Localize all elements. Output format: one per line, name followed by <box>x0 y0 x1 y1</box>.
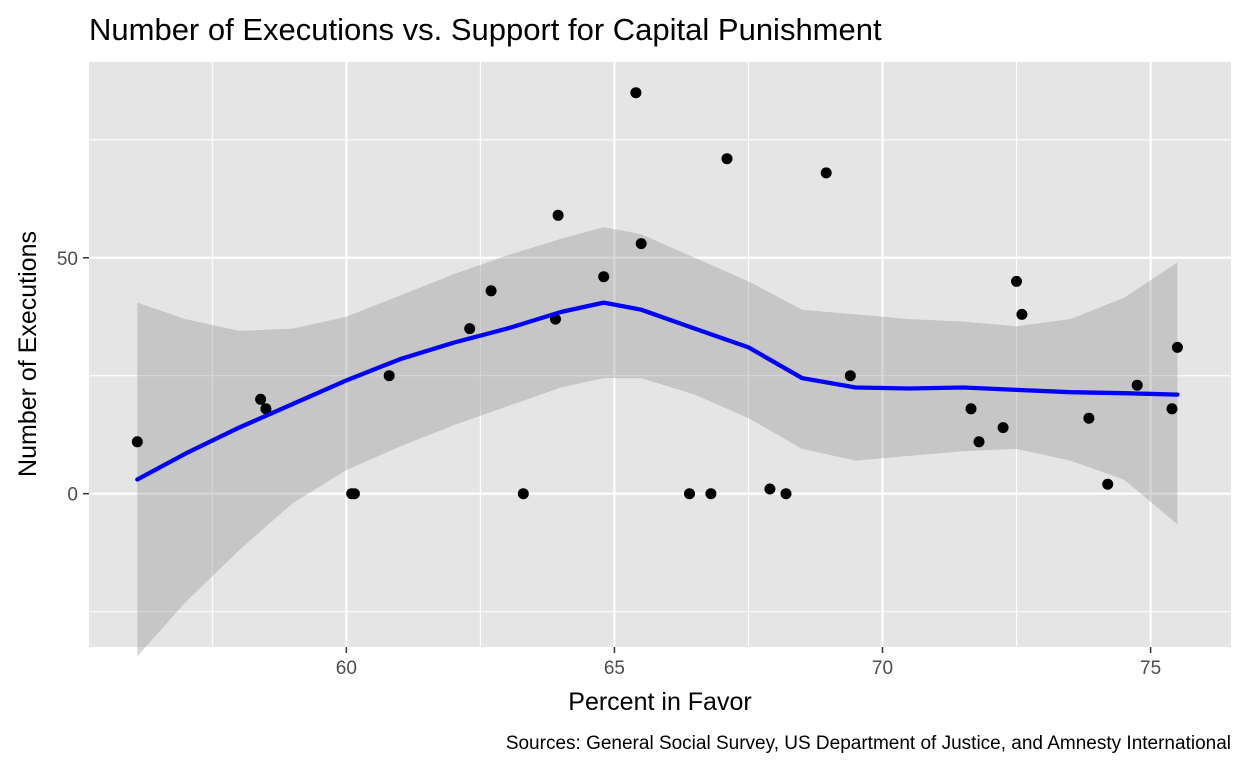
data-point <box>844 370 856 382</box>
data-point <box>598 271 610 283</box>
confidence-band-layer <box>137 227 1178 657</box>
data-point <box>965 403 977 415</box>
data-point <box>635 238 647 250</box>
data-point <box>997 422 1009 434</box>
x-tick-label: 75 <box>1140 658 1161 679</box>
confidence-band <box>137 227 1178 657</box>
x-tick-label: 65 <box>604 658 625 679</box>
data-point <box>684 488 695 500</box>
data-point <box>1166 403 1178 415</box>
data-point <box>1083 412 1095 424</box>
chart-title: Number of Executions vs. Support for Cap… <box>89 12 882 47</box>
data-point <box>820 167 832 179</box>
data-point <box>1011 275 1022 287</box>
x-axis-title: Percent in Favor <box>568 688 751 716</box>
data-point <box>552 209 564 221</box>
y-axis-ticks: 0 50 <box>57 249 89 506</box>
data-point <box>721 153 733 165</box>
y-tick-label: 50 <box>57 249 78 270</box>
major-gridlines <box>89 62 1231 647</box>
x-tick-label: 70 <box>872 658 893 679</box>
points-layer <box>131 87 1183 500</box>
minor-gridlines <box>89 62 1231 647</box>
data-point <box>517 488 529 500</box>
data-point <box>464 323 476 335</box>
data-point <box>383 370 395 382</box>
data-point <box>1016 308 1028 320</box>
data-point <box>1102 478 1114 490</box>
data-point <box>764 483 776 495</box>
data-point <box>630 87 642 99</box>
y-axis-title: Number of Executions <box>14 231 42 477</box>
data-point <box>348 488 360 500</box>
plot-panel <box>89 62 1231 647</box>
data-point <box>780 488 792 500</box>
smooth-line-layer <box>135 300 1180 482</box>
data-point <box>973 436 985 448</box>
sources-caption: Sources: General Social Survey, US Depar… <box>506 733 1231 754</box>
data-point <box>131 436 143 448</box>
data-point <box>705 488 717 500</box>
x-tick-label: 60 <box>336 658 357 679</box>
x-axis-ticks: 60 65 70 75 <box>336 647 1161 679</box>
data-point <box>255 393 267 405</box>
y-tick-label: 0 <box>67 485 78 506</box>
data-point <box>1131 379 1143 391</box>
data-point <box>1171 341 1183 353</box>
smooth-line <box>135 300 1180 482</box>
data-point <box>485 285 497 297</box>
data-point <box>260 403 272 415</box>
